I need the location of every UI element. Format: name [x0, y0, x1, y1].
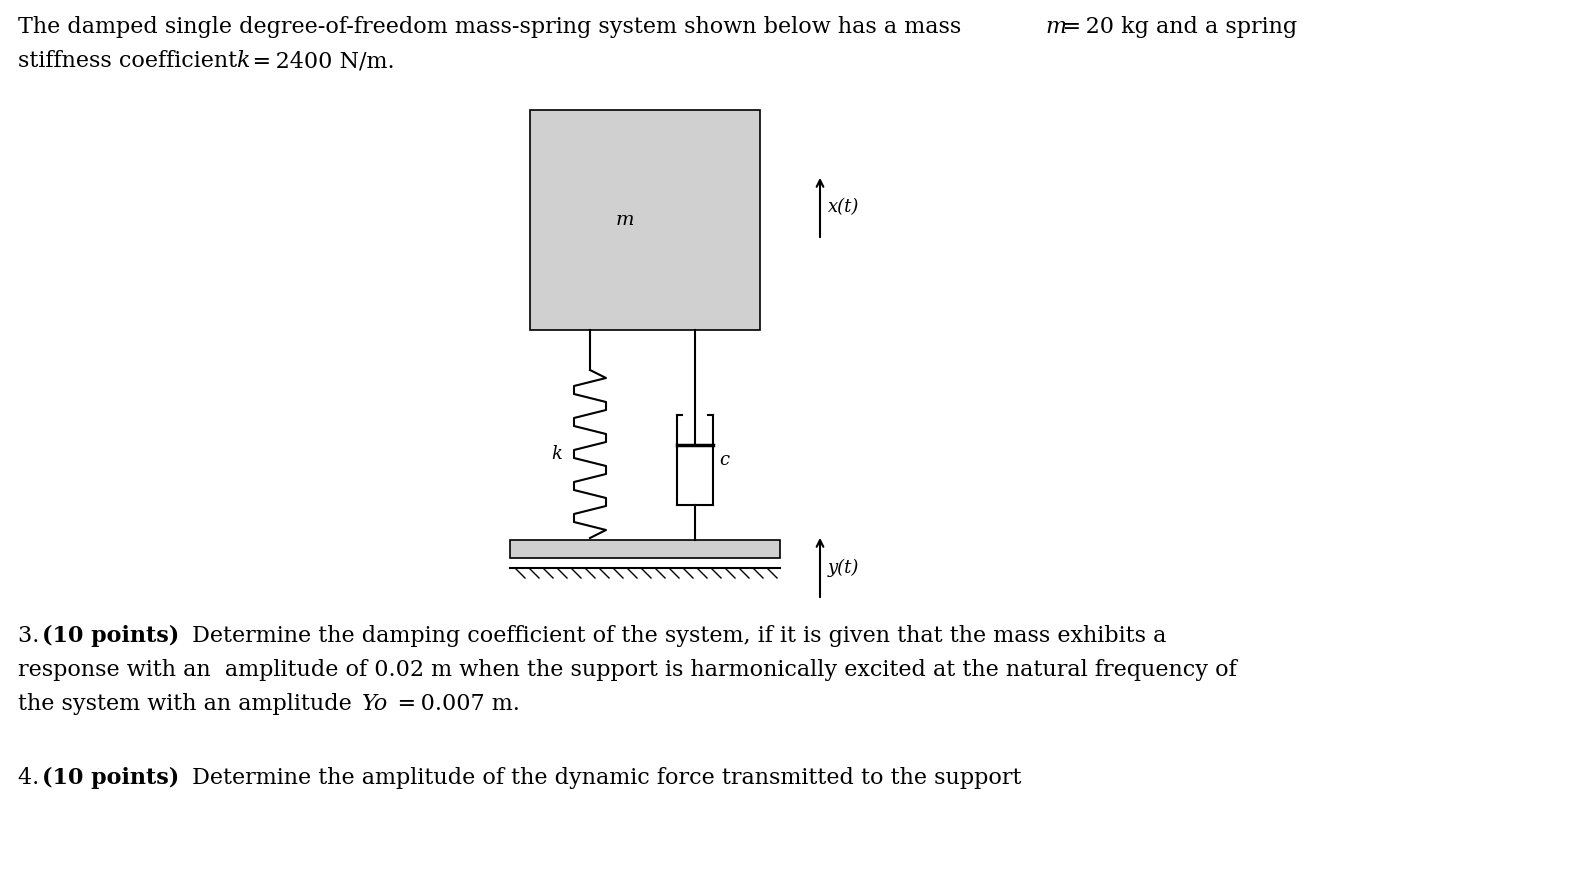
Text: m: m — [615, 211, 634, 229]
Text: (10 points): (10 points) — [42, 625, 179, 647]
Text: m: m — [1045, 16, 1066, 38]
Text: y(t): y(t) — [828, 558, 859, 577]
Text: = 0.007 m.: = 0.007 m. — [394, 693, 519, 715]
Text: the system with an amplitude: the system with an amplitude — [17, 693, 359, 715]
Text: = 2400 N/m.: = 2400 N/m. — [249, 50, 395, 72]
Text: x(t): x(t) — [828, 198, 859, 216]
Text: Yo: Yo — [362, 693, 389, 715]
Text: = 20 kg and a spring: = 20 kg and a spring — [1058, 16, 1297, 38]
Text: response with an  amplitude of 0.02 m when the support is harmonically excited a: response with an amplitude of 0.02 m whe… — [17, 659, 1237, 681]
Text: Determine the damping coefficient of the system, if it is given that the mass ex: Determine the damping coefficient of the… — [186, 625, 1166, 647]
Text: k: k — [236, 50, 250, 72]
Text: k: k — [551, 445, 562, 463]
Bar — [510, 540, 781, 558]
Text: The damped single degree-of-freedom mass-spring system shown below has a mass: The damped single degree-of-freedom mass… — [17, 16, 968, 38]
Text: 3.: 3. — [17, 625, 47, 647]
Text: (10 points): (10 points) — [42, 767, 179, 789]
Text: stiffness coefficient: stiffness coefficient — [17, 50, 244, 72]
Bar — [530, 110, 760, 330]
Text: 4.: 4. — [17, 767, 46, 789]
Text: c: c — [719, 451, 729, 469]
Text: Determine the amplitude of the dynamic force transmitted to the support: Determine the amplitude of the dynamic f… — [186, 767, 1022, 789]
